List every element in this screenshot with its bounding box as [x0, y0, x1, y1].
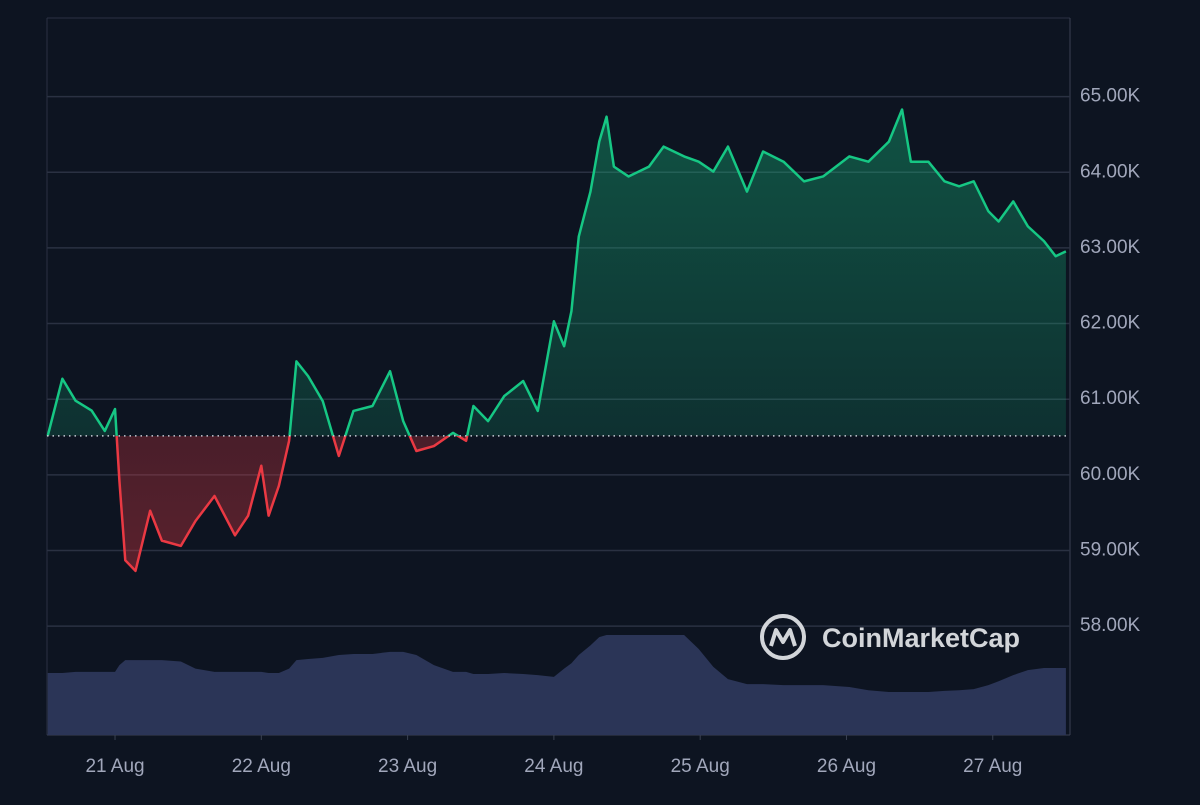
price-line-down: [47, 435, 469, 573]
price-area-up: [47, 109, 1066, 436]
price-line-up: [46, 108, 1067, 436]
x-tick-label: 27 Aug: [963, 756, 1022, 777]
y-tick-label: 61.00K: [1080, 388, 1141, 409]
y-tick-label: 64.00K: [1080, 161, 1141, 182]
y-tick-label: 58.00K: [1080, 615, 1141, 636]
watermark: CoinMarketCap: [760, 614, 1020, 660]
x-tick-label: 24 Aug: [524, 756, 583, 777]
x-tick-label: 25 Aug: [671, 756, 730, 777]
watermark-text: CoinMarketCap: [822, 623, 1020, 653]
volume-layer: [47, 634, 1066, 735]
axis-labels: 58.00K 59.00K 60.00K 61.00K 62.00K 63.00K 64.0…: [85, 86, 1140, 777]
logo-mark: [769, 628, 797, 647]
x-tick-label: 23 Aug: [378, 756, 437, 777]
logo-ring: [760, 614, 806, 660]
y-tick-label: 60.00K: [1080, 464, 1141, 485]
y-tick-label: 63.00K: [1080, 237, 1141, 258]
y-tick-label: 62.00K: [1080, 313, 1141, 334]
y-tick-label: 65.00K: [1080, 86, 1141, 107]
price-layer: [46, 108, 1070, 573]
volume-area: [47, 634, 1066, 735]
x-tick-label: 22 Aug: [232, 756, 291, 777]
y-tick-label: 59.00K: [1080, 539, 1141, 560]
x-tick-label: 21 Aug: [85, 756, 144, 777]
x-tick-label: 26 Aug: [817, 756, 876, 777]
